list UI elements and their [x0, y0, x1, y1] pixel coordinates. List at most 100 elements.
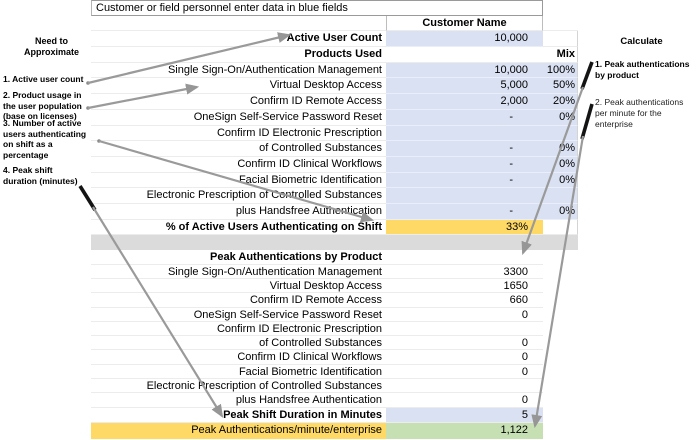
sheet-row: Confirm ID Electronic Prescription	[91, 125, 578, 142]
empty-cell	[543, 219, 578, 236]
sheet-row: Confirm ID Remote Access 2,000 20%	[91, 94, 578, 110]
peak-auth-value: 660	[386, 293, 543, 308]
product-label: Confirm ID Clinical Workflows	[91, 350, 386, 365]
product-mix-input[interactable]: 0%	[543, 156, 578, 173]
product-mix-input[interactable]: 0%	[543, 141, 578, 157]
peak-auth-value: 0	[386, 336, 543, 351]
empty-cell	[543, 265, 578, 279]
product-mix-input[interactable]	[543, 125, 578, 142]
empty-cell	[543, 0, 578, 16]
sheet-row: Electronic Prescription of Controlled Su…	[91, 188, 578, 204]
sheet-row: Customer or field personnel enter data i…	[91, 0, 578, 16]
sheet-row: % of Active Users Authenticating on Shif…	[91, 219, 578, 236]
customer-name-header: Customer Name	[386, 15, 543, 32]
peak-auth-per-minute-label: Peak Authentications/minute/enterprise	[91, 423, 386, 439]
sheet-row: OneSign Self-Service Password Reset -0%	[91, 109, 578, 126]
product-mix-input[interactable]: 100%	[543, 62, 578, 79]
product-mix-input[interactable]: 20%	[543, 94, 578, 110]
left-notes: Need to Approximate 1. Active user count…	[0, 0, 91, 440]
empty-cell	[543, 393, 578, 407]
empty-cell	[543, 379, 578, 393]
product-label: plus Handsfree Authentication	[91, 393, 386, 408]
empty-cell	[543, 336, 578, 350]
sheet-row: Virtual Desktop Access 5,000 50%	[91, 78, 578, 95]
pct-active-users-value: 33%	[386, 219, 543, 236]
product-usage-input[interactable]: -	[386, 203, 543, 220]
empty-cell	[543, 408, 578, 424]
empty-cell	[543, 365, 578, 379]
product-label: of Controlled Substances	[91, 141, 386, 157]
sheet-row: Peak Authentications by Product	[91, 250, 578, 265]
product-usage-input[interactable]: -	[386, 156, 543, 173]
empty-cell	[543, 293, 578, 307]
product-usage-input[interactable]: -	[386, 141, 543, 157]
active-user-count-input[interactable]: 10,000	[386, 31, 543, 48]
sheet-row: Virtual Desktop Access 1650	[91, 279, 578, 294]
sheet-row: Active User Count 10,000	[91, 31, 578, 48]
sheet-row: Single Sign-On/Authentication Management…	[91, 62, 578, 79]
product-label: Confirm ID Clinical Workflows	[91, 157, 386, 173]
mix-header: Mix	[543, 47, 578, 63]
product-mix-input[interactable]: 50%	[543, 78, 578, 95]
empty-cell	[543, 423, 578, 439]
pct-active-users-label: % of Active Users Authenticating on Shif…	[91, 220, 386, 236]
left-notes-title: Need to Approximate	[23, 36, 79, 57]
product-label: Confirm ID Remote Access	[91, 94, 386, 110]
sheet-row: plus Handsfree Authentication -0%	[91, 203, 578, 220]
product-label: Facial Biometric Identification	[91, 365, 386, 379]
product-label: Single Sign-On/Authentication Management	[91, 265, 386, 279]
product-usage-input[interactable]: 2,000	[386, 94, 543, 110]
sheet-row: of Controlled Substances -0%	[91, 141, 578, 157]
product-mix-input[interactable]: 0%	[543, 172, 578, 189]
peak-auth-value	[386, 322, 543, 337]
peak-auth-value: 0	[386, 393, 543, 408]
product-label: Confirm ID Electronic Prescription	[91, 322, 386, 337]
peak-shift-duration-label: Peak Shift Duration in Minutes	[91, 408, 386, 424]
sheet-row: of Controlled Substances 0	[91, 336, 578, 351]
product-label: Confirm ID Remote Access	[91, 293, 386, 308]
right-note-2: 2. Peak authentications per minute for t…	[595, 97, 684, 129]
sheet: Customer or field personnel enter data i…	[91, 0, 578, 439]
product-usage-input[interactable]	[386, 125, 543, 142]
product-label: Single Sign-On/Authentication Management	[91, 63, 386, 79]
sheet-row: Products Used Mix	[91, 47, 578, 63]
banner-instruction: Customer or field personnel enter data i…	[91, 0, 543, 16]
product-usage-input[interactable]: -	[386, 109, 543, 126]
sheet-row: Confirm ID Electronic Prescription	[91, 322, 578, 337]
right-notes: Calculate 1. Peak authentications by pro…	[585, 0, 698, 440]
empty-cell	[543, 350, 578, 364]
peak-auth-per-minute-value: 1,122	[386, 423, 543, 439]
left-note-3: 3. Number of active users authenticating…	[3, 118, 87, 160]
active-user-count-label: Active User Count	[91, 31, 386, 48]
product-usage-input[interactable]: 10,000	[386, 62, 543, 79]
product-usage-input[interactable]: 5,000	[386, 78, 543, 95]
sheet-row	[91, 235, 578, 251]
product-usage-input[interactable]	[386, 188, 543, 204]
sheet-row: plus Handsfree Authentication 0	[91, 393, 578, 408]
empty-cell	[91, 16, 386, 32]
product-mix-input[interactable]: 0%	[543, 109, 578, 126]
empty-cell	[543, 31, 578, 48]
sheet-row: Confirm ID Remote Access 660	[91, 293, 578, 308]
product-mix-input[interactable]	[543, 188, 578, 204]
right-note-1: 1. Peak authentications by product	[595, 59, 690, 80]
product-usage-input[interactable]: -	[386, 172, 543, 189]
peak-auth-by-product-header: Peak Authentications by Product	[91, 250, 386, 265]
product-label: Virtual Desktop Access	[91, 279, 386, 294]
sheet-row: Customer Name	[91, 15, 578, 32]
product-mix-input[interactable]: 0%	[543, 203, 578, 220]
product-label: OneSign Self-Service Password Reset	[91, 110, 386, 126]
peak-auth-value: 0	[386, 308, 543, 322]
peak-auth-value	[386, 379, 543, 394]
sheet-row: OneSign Self-Service Password Reset 0	[91, 308, 578, 322]
peak-shift-duration-input[interactable]: 5	[386, 407, 543, 424]
section-divider	[91, 235, 578, 251]
product-label: Electronic Prescription of Controlled Su…	[91, 379, 386, 394]
products-used-label: Products Used	[91, 47, 386, 63]
sheet-row: Peak Shift Duration in Minutes 5	[91, 407, 578, 424]
empty-cell	[543, 308, 578, 322]
sheet-row: Facial Biometric Identification 0	[91, 365, 578, 379]
sheet-row: Confirm ID Clinical Workflows 0	[91, 350, 578, 365]
peak-auth-value: 1650	[386, 279, 543, 294]
